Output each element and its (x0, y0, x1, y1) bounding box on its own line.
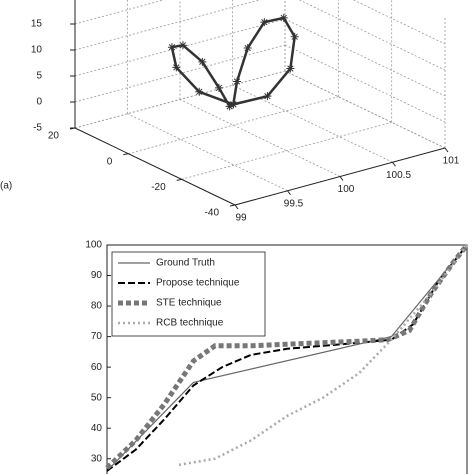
data-point (172, 63, 181, 72)
grid-line (179, 99, 341, 177)
y-tick-label: 100 (85, 240, 102, 251)
x-tick-label: 99.5 (284, 198, 304, 209)
data-point (290, 32, 299, 41)
y-tick-label: -20 (151, 182, 166, 193)
data-point (279, 13, 288, 22)
y-tick-label: 50 (91, 392, 103, 403)
legend-label: Propose technique (156, 278, 240, 289)
series-line (106, 244, 468, 472)
data-point (225, 102, 234, 111)
legend-box (111, 251, 266, 337)
data-point (229, 100, 238, 109)
y-tick-label: -40 (205, 208, 220, 219)
legend-label: STE technique (156, 298, 222, 309)
curve (170, 16, 296, 109)
grid-line (298, 0, 446, 71)
legend-label: Ground Truth (156, 258, 215, 269)
grid-line (74, 0, 165, 25)
data-point (214, 83, 223, 92)
grid-line (74, 0, 261, 51)
data-point (263, 92, 272, 101)
tick-mark (392, 161, 396, 167)
tick-mark (234, 204, 239, 210)
x-tick-label: 101 (443, 156, 460, 167)
tick-mark (339, 176, 344, 181)
y-tick-label: 90 (91, 270, 103, 281)
y-tick-label: 60 (91, 362, 103, 373)
z-tick-label: 10 (31, 45, 43, 56)
y-tick-label: 70 (91, 331, 103, 342)
data-point (198, 57, 207, 66)
grid-line (74, 70, 286, 129)
tick-mark (176, 178, 182, 181)
data-point (167, 43, 176, 52)
series-line (178, 244, 469, 467)
grid-line (127, 113, 288, 192)
grid-line (284, 70, 446, 149)
data-point (286, 64, 295, 73)
y-tick-label: 80 (91, 301, 103, 312)
data-point (233, 77, 242, 86)
axis-line (74, 127, 236, 206)
x-tick-label: 100 (338, 184, 355, 195)
panel-label: (a) (0, 181, 12, 192)
data-point (195, 87, 204, 96)
y-tick-label: 0 (107, 156, 113, 167)
data-point (243, 44, 252, 53)
y-tick-label: 40 (91, 423, 103, 434)
data-point (178, 41, 187, 50)
y-tick-label: 20 (48, 131, 60, 142)
tick-mark (287, 190, 291, 196)
grid-line (284, 44, 446, 123)
legend-label: RCB technique (156, 318, 224, 329)
z-tick-label: 15 (31, 19, 43, 30)
x-tick-label: 100.5 (386, 170, 411, 181)
plot-frame (106, 244, 468, 474)
grid-line (74, 44, 286, 103)
z-tick-label: 5 (36, 71, 42, 82)
tick-mark (229, 204, 236, 207)
z-tick-label: -5 (33, 123, 42, 134)
z-tick-label: 0 (36, 97, 42, 108)
grid-line (128, 96, 339, 155)
grid-line (181, 121, 392, 180)
tick-mark (444, 147, 449, 153)
y-tick-label: 30 (91, 453, 103, 464)
tick-mark (123, 153, 129, 156)
data-point (260, 18, 269, 27)
series-line (106, 244, 468, 472)
x-tick-label: 99 (235, 213, 247, 224)
grid-line (232, 84, 393, 163)
grid-line (284, 18, 446, 97)
series-line (105, 243, 469, 470)
grid-line (352, 0, 446, 45)
